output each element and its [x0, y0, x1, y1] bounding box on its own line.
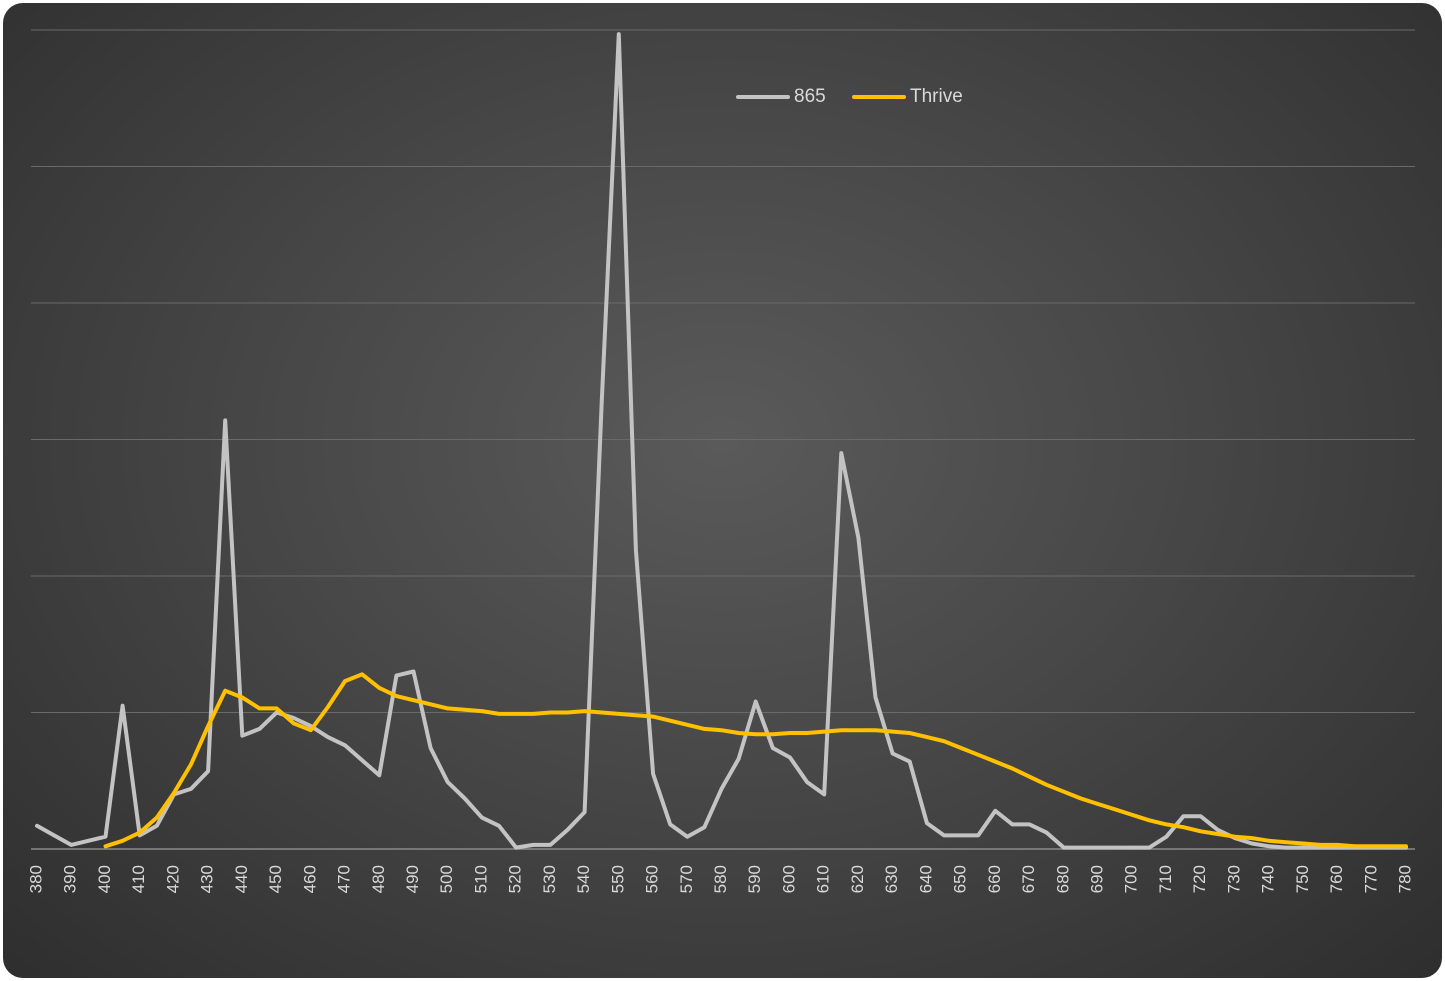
x-tick-label: 680 — [1053, 865, 1072, 893]
x-tick-label: 670 — [1019, 865, 1038, 893]
x-tick-label: 380 — [26, 865, 45, 893]
x-tick-label: 690 — [1087, 865, 1106, 893]
legend-label-thrive: Thrive — [910, 86, 963, 107]
x-tick-label: 410 — [129, 865, 148, 893]
x-tick-label: 570 — [677, 865, 696, 893]
x-tick-label: 640 — [916, 865, 935, 893]
x-tick-label: 500 — [437, 865, 456, 893]
x-tick-label: 780 — [1395, 865, 1414, 893]
x-tick-label: 560 — [643, 865, 662, 893]
x-tick-label: 580 — [711, 865, 730, 893]
x-tick-label: 610 — [814, 865, 833, 893]
x-tick-label: 630 — [882, 865, 901, 893]
legend: 865 Thrive — [736, 86, 963, 107]
x-tick-label: 490 — [403, 865, 422, 893]
x-tick-label: 660 — [985, 865, 1004, 893]
x-tick-labels: 380 390 400 410 420 430 440 450 460 470 480 490 500 5… — [26, 865, 1414, 893]
x-tick-label: 430 — [198, 865, 217, 893]
spectrum-line-chart: 380 390 400 410 420 430 440 450 460 470 480 490 500 5… — [26, 29, 1415, 893]
x-tick-label: 390 — [61, 865, 80, 893]
x-tick-label: 460 — [300, 865, 319, 893]
x-tick-label: 720 — [1190, 865, 1209, 893]
x-tick-label: 750 — [1293, 865, 1312, 893]
legend-label-865: 865 — [794, 86, 826, 107]
gridlines — [31, 29, 1415, 850]
x-tick-label: 450 — [266, 865, 285, 893]
x-tick-label: 600 — [779, 865, 798, 893]
x-tick-label: 470 — [334, 865, 353, 893]
x-tick-label: 480 — [369, 865, 388, 893]
x-tick-label: 740 — [1259, 865, 1278, 893]
x-tick-label: 770 — [1361, 865, 1380, 893]
x-tick-label: 710 — [1156, 865, 1175, 893]
x-tick-label: 400 — [95, 865, 114, 893]
series-line-thrive — [103, 672, 1408, 849]
x-tick-label: 730 — [1224, 865, 1243, 893]
x-tick-label: 550 — [608, 865, 627, 893]
x-tick-label: 420 — [163, 865, 182, 893]
series-lines — [35, 32, 1408, 850]
x-tick-label: 650 — [951, 865, 970, 893]
x-tick-label: 540 — [574, 865, 593, 893]
x-tick-label: 520 — [506, 865, 525, 893]
chart-card: 380 390 400 410 420 430 440 450 460 470 480 490 500 5… — [3, 3, 1442, 978]
x-tick-label: 620 — [848, 865, 867, 893]
x-tick-label: 530 — [540, 865, 559, 893]
series-line-865 — [35, 32, 1408, 850]
x-tick-label: 510 — [471, 865, 490, 893]
x-tick-label: 590 — [745, 865, 764, 893]
x-tick-label: 760 — [1327, 865, 1346, 893]
x-tick-label: 440 — [232, 865, 251, 893]
x-tick-label: 700 — [1122, 865, 1141, 893]
